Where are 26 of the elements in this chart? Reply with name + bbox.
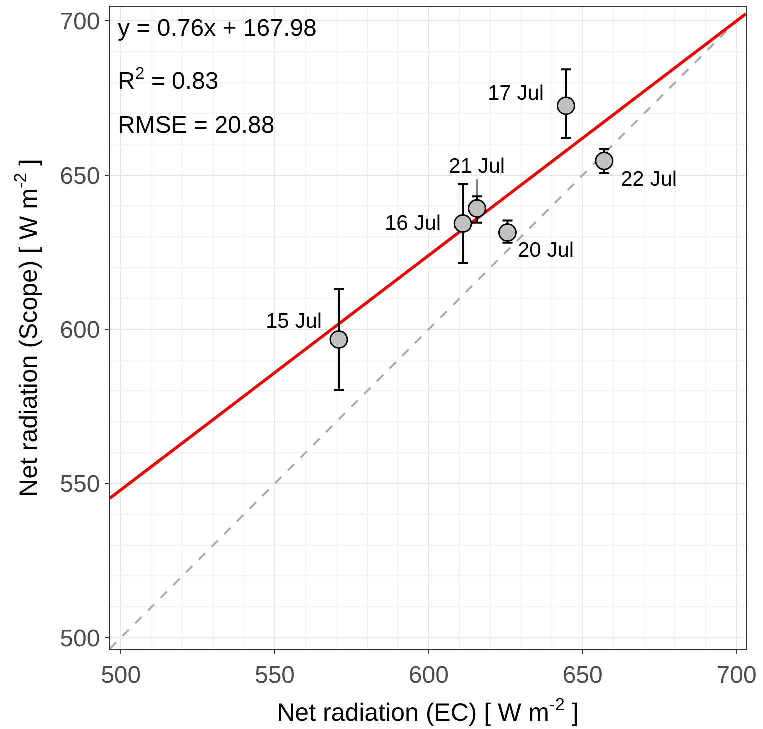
x-tick-label: 550 [254, 662, 296, 689]
y-tick-label: 650 [60, 162, 100, 190]
x-axis-title: Net radiation (EC) [ W m$^{-2}$ ] [277, 694, 579, 727]
annotation: 20 Jul [518, 239, 574, 262]
x-tick-label: 600 [408, 662, 449, 689]
annotation: 21 Jul [449, 155, 506, 178]
point [556, 96, 576, 116]
y-tick-label: 500 [60, 625, 100, 652]
point [454, 214, 472, 234]
point [468, 199, 486, 218]
point [330, 330, 348, 349]
point [498, 223, 517, 242]
annotation: 22 Jul [621, 168, 678, 191]
x-tick-label: 700 [716, 662, 757, 689]
annotation: R$^{2}$ = 0.83 [118, 64, 219, 96]
annotation: RMSE = 20.88 [118, 112, 275, 139]
annotation: 17 Jul [488, 82, 544, 105]
annotation: 16 Jul [385, 212, 442, 235]
x-tick-label: 500 [101, 662, 142, 689]
y-tick-label: 550 [60, 471, 100, 498]
annotation: y = 0.76x + 167.98 [118, 15, 317, 42]
annotation: 15 Jul [266, 310, 322, 333]
y-tick-label: 700 [60, 8, 100, 36]
y-tick-label: 600 [60, 316, 100, 344]
point [595, 152, 614, 170]
x-tick-label: 650 [562, 662, 603, 689]
